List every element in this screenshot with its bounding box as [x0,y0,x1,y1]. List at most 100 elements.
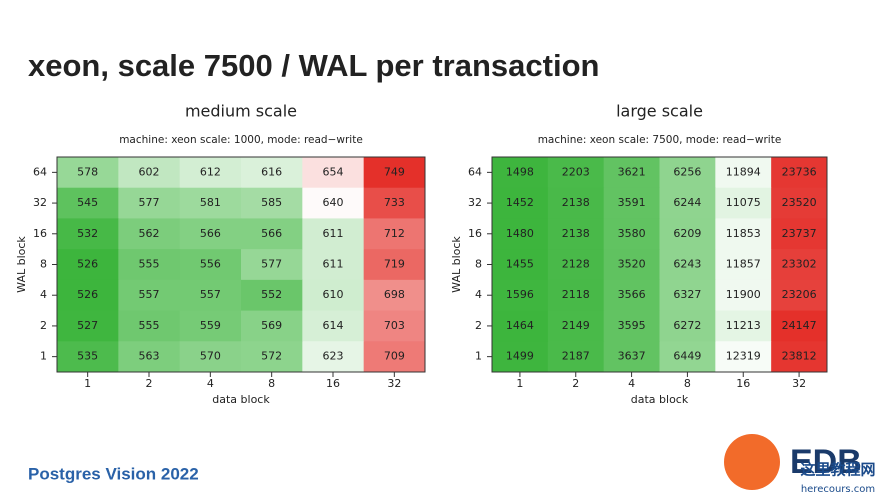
cell-label: 3520 [618,258,646,271]
heatmap-cell [302,279,365,312]
cell-label: 570 [200,350,221,363]
heatmap-cell [492,249,549,281]
heatmap-cell [771,279,828,312]
chart-subtitle: machine: xeon scale: 7500, mode: read−wr… [538,134,782,146]
cell-label: 1596 [506,288,534,301]
y-tick-label: 8 [475,258,482,271]
cell-label: 569 [261,319,282,332]
heatmap-cell [547,157,605,189]
cell-label: 577 [261,258,282,271]
y-tick-label: 64 [33,165,47,178]
heatmap-cell [547,249,605,281]
chart-title: large scale [616,102,703,121]
x-tick-label: 4 [207,377,214,390]
heatmap-cell [603,249,660,281]
heatmap-cell [179,310,242,342]
x-axis-label: data block [212,393,270,406]
heatmap-cell [659,157,716,189]
heatmap-cell [302,341,365,373]
cell-label: 581 [200,196,221,209]
heatmap-cell [771,249,828,281]
heatmap-cell [715,218,772,250]
cell-label: 577 [139,196,160,209]
cell-label: 23736 [782,165,817,178]
heatmap-cell [771,310,828,342]
cell-label: 719 [384,258,405,271]
heatmap-cell [179,279,242,312]
heatmap-cell [57,249,119,281]
cell-label: 3637 [618,350,646,363]
y-tick-label: 4 [40,288,47,301]
cell-label: 6449 [673,350,701,363]
chart-subtitle: machine: xeon scale: 1000, mode: read−wr… [119,134,363,146]
cell-label: 11900 [726,288,761,301]
cell-label: 1464 [506,319,534,332]
y-tick-label: 64 [468,165,482,178]
y-axis-label: WAL block [450,236,463,293]
cell-label: 23812 [782,350,817,363]
x-tick-label: 1 [516,377,523,390]
heatmap-cell [547,341,605,373]
cell-label: 623 [323,350,344,363]
cell-label: 6272 [673,319,701,332]
heatmap-cell [179,187,242,219]
heatmap-cell [57,341,119,373]
heatmap-cell [241,157,303,189]
heatmap-cell [659,218,716,250]
logo-icon [724,434,780,490]
watermark: herecours.com [801,484,875,495]
cell-label: 563 [139,350,160,363]
cell-label: 11213 [726,319,761,332]
cell-label: 1455 [506,258,534,271]
heatmap-cell [179,249,242,281]
heatmap-cell [771,341,828,373]
heatmap-cell [659,187,716,219]
x-tick-label: 16 [736,377,750,390]
watermark: 这里教程网 [800,461,875,479]
cell-label: 712 [384,227,405,240]
cell-label: 557 [139,288,160,301]
logo-text: EDB [790,443,862,481]
cell-label: 11075 [726,196,761,209]
y-tick-label: 4 [475,288,482,301]
heatmap-cell [603,279,660,312]
heatmap-cell [603,341,660,373]
heatmap-cell [547,310,605,342]
heatmap-cell [492,341,549,373]
cell-label: 23206 [782,288,817,301]
cell-label: 2149 [562,319,590,332]
heatmap-cell [715,341,772,373]
heatmap-cell [57,218,119,250]
cell-label: 602 [139,165,160,178]
cell-label: 1480 [506,227,534,240]
heatmap-cell [118,341,181,373]
x-axis-label: data block [631,393,689,406]
cell-label: 640 [323,196,344,209]
y-tick-label: 2 [475,319,482,332]
heatmap-cell [771,157,828,189]
heatmap-cell [57,279,119,312]
y-tick-label: 16 [468,227,482,240]
x-tick-label: 2 [146,377,153,390]
cell-label: 1452 [506,196,534,209]
heatmap-cell [57,310,119,342]
heatmap-cell [57,157,119,189]
heatmap-cell [363,218,426,250]
cell-label: 614 [323,319,344,332]
heatmap-cell [302,249,365,281]
heatmap-cell [659,249,716,281]
y-tick-label: 8 [40,258,47,271]
cell-label: 1498 [506,165,534,178]
heatmap-cell [715,157,772,189]
y-axis-label: WAL block [15,236,28,293]
cell-label: 556 [200,258,221,271]
heatmap-cell [118,279,181,312]
cell-label: 545 [77,196,98,209]
cell-label: 610 [323,288,344,301]
heatmap-cell [715,249,772,281]
heatmap-cell [715,187,772,219]
cell-label: 572 [261,350,282,363]
cell-label: 527 [77,319,98,332]
logo: EDB [724,434,862,490]
x-tick-label: 2 [572,377,579,390]
